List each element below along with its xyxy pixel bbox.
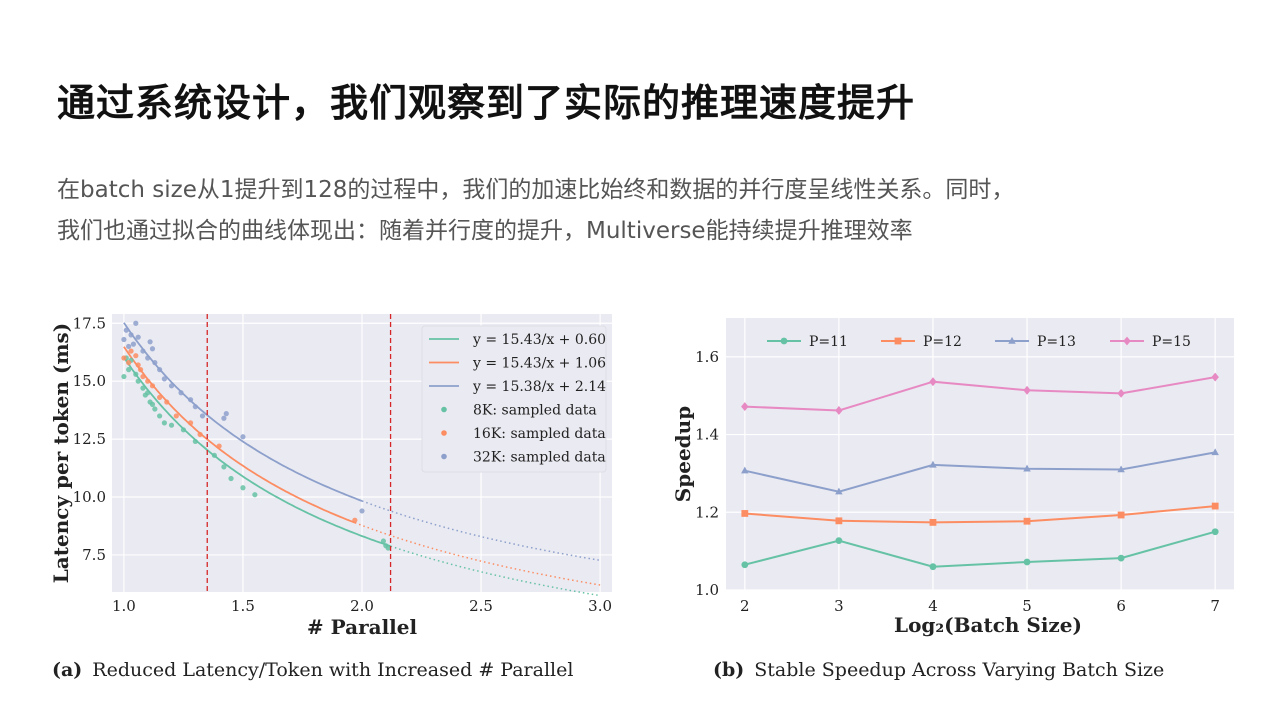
scatter-point-3 <box>157 367 163 373</box>
legend-marker <box>441 406 447 413</box>
scatter-point-1 <box>211 452 217 458</box>
scatter-point-3 <box>221 415 227 421</box>
x-tick-label: 2.0 <box>350 597 374 615</box>
scatter-point-3 <box>147 339 153 345</box>
x-tick-label: 3.0 <box>588 597 612 615</box>
scatter-point-3 <box>135 334 141 340</box>
scatter-point-3 <box>128 332 134 338</box>
scatter-point-3 <box>152 360 158 366</box>
scatter-point-1 <box>140 385 146 391</box>
scatter-point-2 <box>128 348 134 354</box>
scatter-point-3 <box>121 336 127 343</box>
legend-label: y = 15.38/x + 2.14 <box>472 379 606 395</box>
caption-b-tag: (b) <box>713 659 745 681</box>
scatter-point-1 <box>135 378 141 384</box>
scatter-point-2 <box>135 362 141 368</box>
subtitle: 在batch size从1提升到128的过程中，我们的加速比始终和数据的并行度呈… <box>57 170 1237 252</box>
scatter-point-1 <box>121 373 127 380</box>
scatter-point-2 <box>157 394 163 400</box>
scatter-point-3 <box>240 434 246 440</box>
legend-label: 8K: sampled data <box>473 403 597 419</box>
legend-marker <box>441 430 447 436</box>
scatter-point-1 <box>180 427 187 433</box>
fit-curve-extension-3 <box>361 500 601 562</box>
scatter-point-3 <box>126 343 132 350</box>
subtitle-line-1: 在batch size从1提升到128的过程中，我们的加速比始终和数据的并行度呈… <box>57 177 1015 203</box>
scatter-point-1 <box>152 406 158 412</box>
legend-label: 32K: sampled data <box>473 450 606 466</box>
caption-b-text: Stable Speedup Across Varying Batch Size <box>754 659 1165 681</box>
x-axis-label: # Parallel <box>307 615 418 639</box>
scatter-point-2 <box>187 420 194 426</box>
scatter-point-1 <box>385 545 391 551</box>
y-tick-label: 10.0 <box>73 488 106 506</box>
caption-a: (a) Reduced Latency/Token with Increased … <box>52 659 573 681</box>
scatter-point-1 <box>157 413 163 419</box>
scatter-point-1 <box>252 492 258 498</box>
scatter-point-2 <box>121 355 127 361</box>
scatter-point-3 <box>199 413 206 419</box>
scatter-point-3 <box>161 376 167 382</box>
scatter-point-3 <box>178 390 184 396</box>
y-tick-label: 15.0 <box>73 372 106 390</box>
x-tick-label: 1.5 <box>231 597 255 615</box>
scatter-point-2 <box>145 378 151 384</box>
fit-curve-1 <box>123 356 391 548</box>
fit-curve-3 <box>123 322 363 502</box>
fit-curve-extension-1 <box>390 545 601 597</box>
scatter-point-2 <box>140 373 146 380</box>
scatter-point-3 <box>140 348 146 354</box>
legend-label: y = 15.43/x + 0.60 <box>472 332 606 348</box>
scatter-point-1 <box>240 485 246 491</box>
scatter-point-1 <box>161 420 167 426</box>
scatter-point-1 <box>133 371 139 377</box>
scatter-point-3 <box>223 411 229 417</box>
scatter-point-2 <box>197 431 203 438</box>
fit-curve-2 <box>123 346 356 524</box>
scatter-point-3 <box>133 320 139 326</box>
scatter-point-1 <box>145 390 151 396</box>
scatter-point-3 <box>149 346 156 352</box>
caption-b: (b) Stable Speedup Across Varying Batch S… <box>713 659 1164 681</box>
scatter-point-1 <box>149 401 156 407</box>
legend-marker <box>441 453 447 460</box>
page-title: 通过系统设计，我们观察到了实际的推理速度提升 <box>57 81 916 125</box>
fit-curve-extension-2 <box>354 522 601 586</box>
scatter-point-2 <box>126 360 132 366</box>
scatter-point-1 <box>192 438 198 445</box>
legend-label: y = 15.43/x + 1.06 <box>472 356 606 372</box>
y-axis-label: Latency per token (ms) <box>49 323 73 584</box>
subtitle-line-2: 我们也通过拟合的曲线体现出：随着并行度的提升，Multiverse能持续提升推理… <box>57 218 913 244</box>
caption-a-tag: (a) <box>52 659 83 681</box>
scatter-point-3 <box>123 327 129 333</box>
legend-label: 16K: sampled data <box>473 426 606 442</box>
scatter-point-3 <box>145 355 151 361</box>
scatter-point-1 <box>380 538 387 544</box>
y-tick-label: 17.5 <box>73 314 106 332</box>
scatter-point-3 <box>192 404 198 410</box>
scatter-point-2 <box>173 413 179 419</box>
scatter-point-2 <box>137 367 144 373</box>
y-tick-label: 7.5 <box>82 546 106 564</box>
scatter-point-3 <box>130 341 137 347</box>
caption-a-text: Reduced Latency/Token with Increased # P… <box>92 659 574 681</box>
x-tick-label: 1.0 <box>112 597 136 615</box>
scatter-point-1 <box>168 422 175 428</box>
scatter-point-1 <box>221 464 227 470</box>
scatter-point-2 <box>352 517 358 523</box>
scatter-point-3 <box>359 508 365 514</box>
y-tick-label: 12.5 <box>73 430 106 448</box>
scatter-point-3 <box>168 383 175 389</box>
scatter-point-2 <box>164 399 170 405</box>
scatter-point-2 <box>149 383 156 389</box>
scatter-point-2 <box>216 443 222 449</box>
legend-box-a <box>421 325 607 473</box>
scatter-point-1 <box>126 367 132 373</box>
x-tick-label: 2.5 <box>469 597 493 615</box>
scatter-point-3 <box>187 397 194 403</box>
scatter-point-1 <box>228 475 234 482</box>
scatter-point-2 <box>133 353 139 359</box>
